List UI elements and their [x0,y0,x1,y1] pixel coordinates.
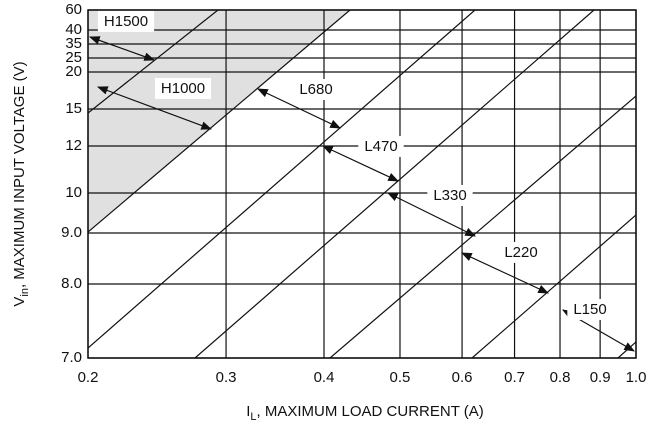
arrow [387,192,476,237]
region-label: L330 [433,187,466,204]
y-tick-label: 60 [65,1,82,18]
plot-frame [87,9,637,359]
x-tick-label: 0.3 [216,369,237,386]
boundary-line [471,214,636,358]
region-label: L680 [299,81,332,98]
y-tick-label: 10 [65,184,82,201]
region-label-bg [154,77,212,99]
region-label-bg [293,78,339,100]
region-label-bg [567,298,613,320]
y-label-main: V [11,297,28,307]
region-label-bg [498,241,544,263]
boundary-line [329,95,636,358]
region-label: H1000 [161,80,205,97]
x-tick-label: 0.6 [452,369,473,386]
arrow [461,252,549,294]
x-tick-label: 0.8 [550,369,571,386]
x-tick-label: 1.0 [626,369,647,386]
boundary-line [88,10,351,233]
x-label-main: I [246,403,250,420]
region-label: L150 [573,301,606,318]
y-axis-label: Vin, MAXIMUM INPUT VOLTAGE (V) [11,61,31,306]
x-tick-label: 0.9 [590,369,611,386]
x-tick-label: 0.4 [314,369,335,386]
y-tick-label: 20 [65,63,82,80]
x-tick-label: 0.2 [78,369,99,386]
arrows [88,36,635,352]
y-tick-label: 15 [65,100,82,117]
y-label-sub: in [19,288,31,297]
region-label: L220 [504,244,537,261]
y-tick-label: 12 [65,137,82,154]
x-tick-label: 0.5 [390,369,411,386]
x-tick-label: 0.7 [504,369,525,386]
arrow [88,36,156,61]
x-label-rest: , MAXIMUM LOAD CURRENT (A) [257,403,484,420]
y-tick-label: 40 [65,21,82,38]
boundary-line [88,10,476,349]
region-label-bg [358,135,404,157]
x-axis-label: IL, MAXIMUM LOAD CURRENT (A) [246,403,484,423]
y-tick-label: 25 [65,49,82,66]
arrow [96,86,213,130]
y-tick-label: 35 [65,35,82,52]
region-label-bg [97,10,155,32]
arrow [257,88,341,129]
y-tick-label: 8.0 [61,275,82,292]
arrow [322,145,399,182]
y-tick-label: 7.0 [61,349,82,366]
y-label-rest: , MAXIMUM INPUT VOLTAGE (V) [11,61,28,288]
boundary-line [194,10,595,358]
region-label: H1500 [104,13,148,30]
region-label: L470 [364,138,397,155]
x-label-sub: L [250,411,256,423]
y-tick-label: 9.0 [61,224,82,241]
region-lines [88,10,636,358]
region-label-bg [427,184,473,206]
